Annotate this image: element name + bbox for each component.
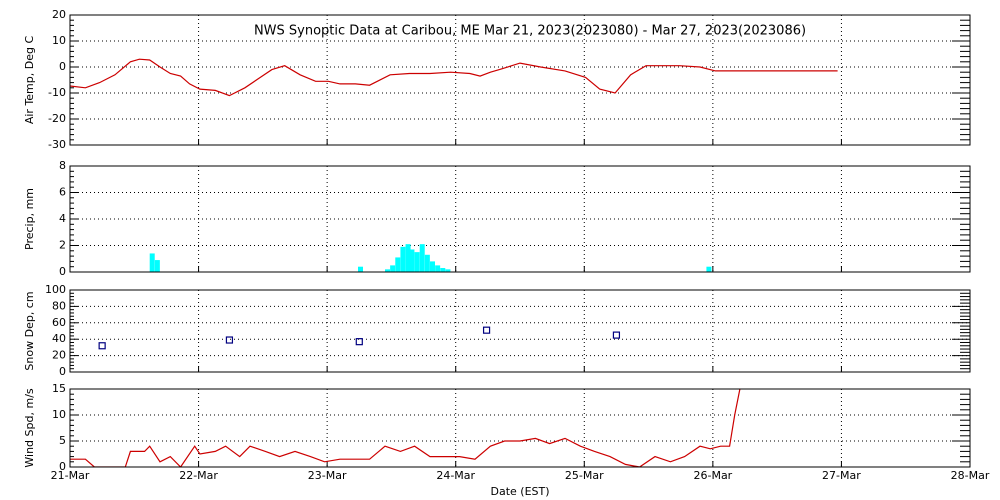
y-tick-label: 100 <box>45 283 66 296</box>
data-line <box>70 58 838 97</box>
x-axis-label: Date (EST) <box>490 485 549 498</box>
x-tick-label: 22-Mar <box>179 469 218 482</box>
y-tick-label: -10 <box>48 86 66 99</box>
y-tick-label: 20 <box>52 8 66 21</box>
data-line <box>70 389 741 467</box>
point <box>482 326 491 334</box>
panel-frame <box>69 14 971 146</box>
bar <box>440 268 446 272</box>
panel-frame <box>69 388 971 468</box>
bar <box>419 244 425 272</box>
x-tick-label: 28-Mar <box>951 469 990 482</box>
y-tick-label: 8 <box>59 159 66 172</box>
x-tick-label: 27-Mar <box>822 469 861 482</box>
y-tick-label: 0 <box>59 265 66 278</box>
y-tick-label: 0 <box>59 365 66 378</box>
bar <box>358 266 363 272</box>
panel-frame <box>69 165 971 273</box>
y-tick-label: 4 <box>59 212 66 225</box>
y-tick-label: -30 <box>48 138 66 151</box>
y-tick-label: 40 <box>52 332 66 345</box>
y-tick-label: 5 <box>59 434 66 447</box>
x-tick-label: 25-Mar <box>565 469 604 482</box>
point <box>98 342 106 350</box>
chart-title: NWS Synoptic Data at Caribou, ME Mar 21,… <box>254 24 806 39</box>
bar <box>149 253 155 272</box>
bar <box>390 265 396 272</box>
bar <box>400 246 406 272</box>
y-tick-label: 60 <box>52 316 66 329</box>
bar <box>154 260 160 272</box>
point <box>355 338 363 346</box>
bar <box>445 269 451 272</box>
y-axis-label: Air Temp, Deg C <box>23 36 36 125</box>
y-tick-label: 0 <box>59 60 66 73</box>
bar <box>385 269 390 272</box>
y-axis-label: Precip, mm <box>23 188 36 250</box>
point <box>225 336 234 344</box>
y-axis-label: Wind Spd, m/s <box>23 388 36 468</box>
point <box>612 331 621 339</box>
bar <box>424 254 430 272</box>
y-tick-label: 0 <box>59 460 66 473</box>
y-tick-label: 10 <box>52 34 66 47</box>
y-tick-label: 6 <box>59 186 66 199</box>
bar <box>430 261 435 272</box>
y-tick-label: 10 <box>52 408 66 421</box>
x-tick-label: 26-Mar <box>693 469 732 482</box>
y-tick-label: 80 <box>52 299 66 312</box>
y-tick-label: 2 <box>59 239 66 252</box>
x-tick-label: 21-Mar <box>51 469 90 482</box>
bar <box>409 249 415 272</box>
x-tick-label: 23-Mar <box>308 469 347 482</box>
bar <box>405 244 411 272</box>
y-tick-label: 15 <box>52 382 66 395</box>
y-tick-label: 20 <box>52 349 66 362</box>
bar <box>395 257 401 272</box>
bar <box>435 265 441 272</box>
panel-frame <box>69 289 971 373</box>
y-tick-label: -20 <box>48 112 66 125</box>
bar <box>414 252 420 272</box>
bar <box>706 266 712 272</box>
x-tick-label: 24-Mar <box>436 469 475 482</box>
y-axis-label: Snow Dep, cm <box>23 291 36 370</box>
